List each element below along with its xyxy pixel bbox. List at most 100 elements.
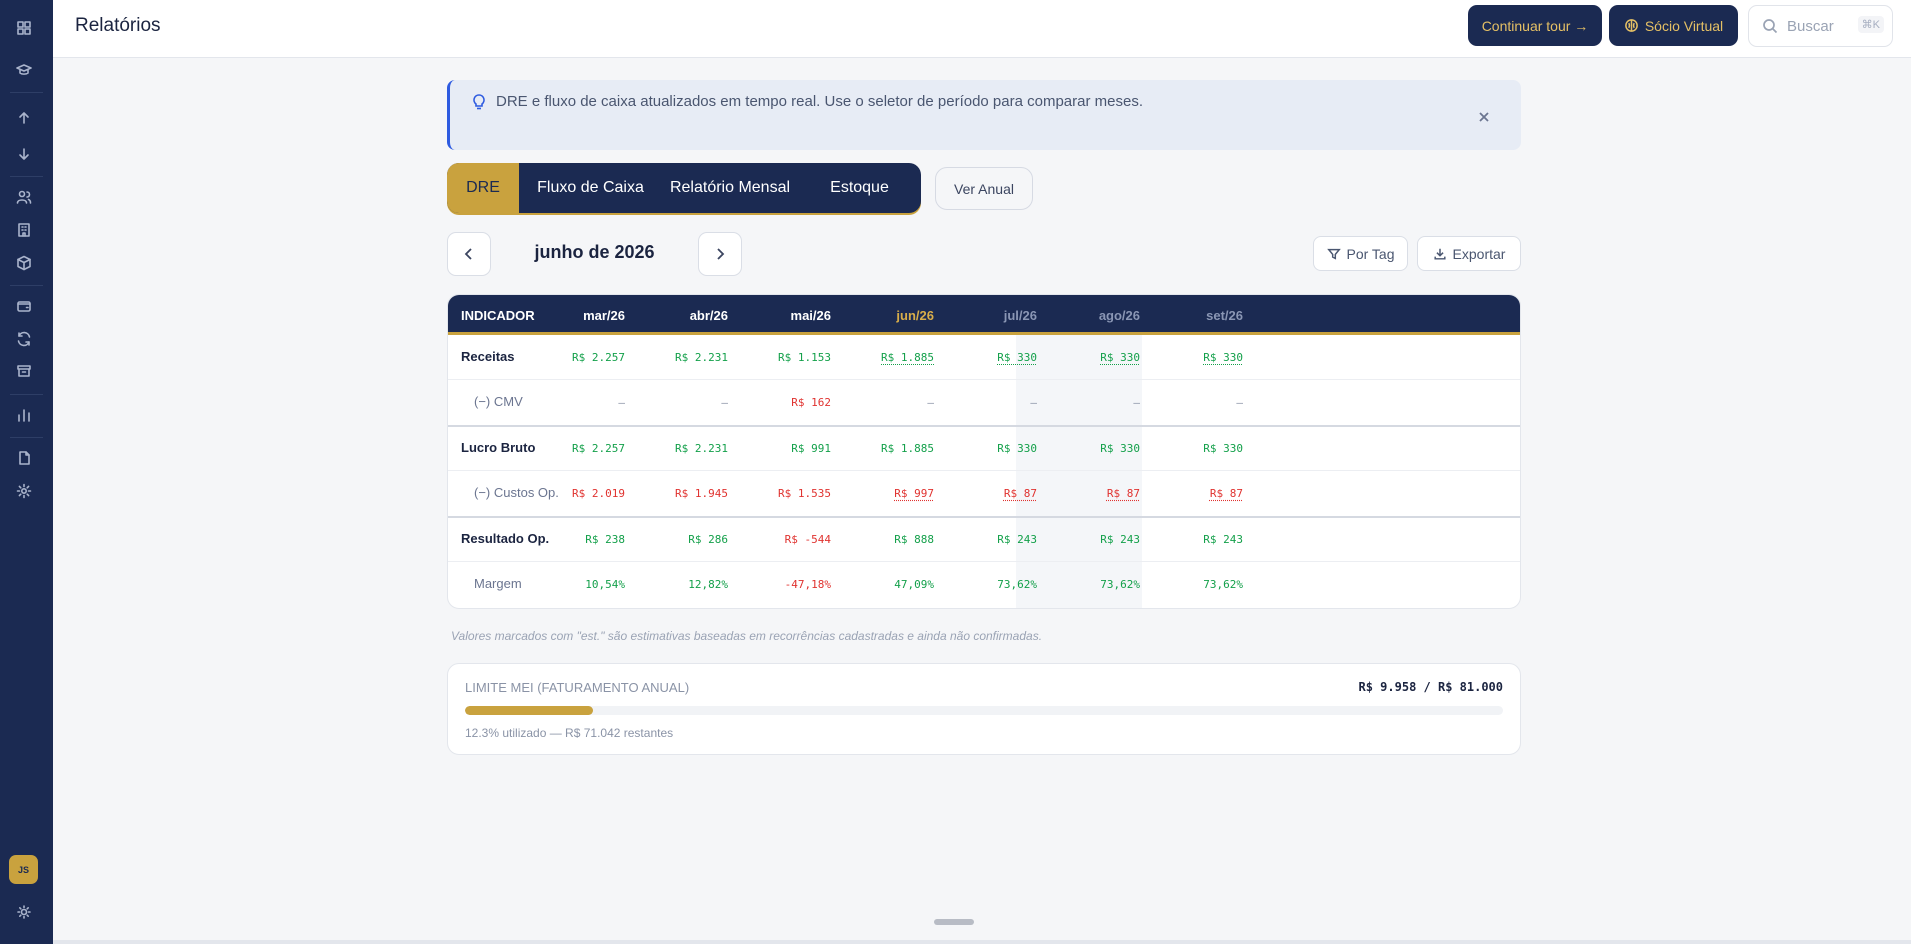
table-cell: R$ 330 bbox=[1100, 351, 1140, 364]
table-cell: R$ -544 bbox=[784, 533, 831, 546]
current-month-highlight bbox=[1016, 335, 1142, 608]
report-tabs: DRE Fluxo de Caixa Relatório Mensal Esto… bbox=[447, 163, 921, 213]
table-cell: R$ 2.257 bbox=[572, 442, 625, 455]
scroll-handle[interactable] bbox=[934, 919, 974, 925]
row-label: (−) Custos Op. bbox=[474, 485, 559, 500]
table-cell: -47,18% bbox=[784, 578, 831, 591]
column-header: abr/26 bbox=[689, 308, 728, 323]
info-banner: DRE e fluxo de caixa atualizados em temp… bbox=[447, 80, 1521, 150]
continue-tour-button[interactable]: Continuar tour → bbox=[1468, 5, 1602, 46]
refresh-icon[interactable] bbox=[15, 330, 33, 348]
table-cell: R$ 1.945 bbox=[675, 487, 728, 500]
close-icon[interactable] bbox=[1477, 110, 1491, 124]
previous-month-button[interactable] bbox=[447, 232, 491, 276]
table-cell: R$ 2.231 bbox=[675, 351, 728, 364]
table-cell: — bbox=[721, 396, 728, 409]
column-header: jun/26 bbox=[896, 308, 934, 323]
table-cell: R$ 1.885 bbox=[881, 442, 934, 455]
table-cell: 12,82% bbox=[688, 578, 728, 591]
mei-progress-track bbox=[465, 706, 1503, 715]
settings-icon[interactable] bbox=[15, 482, 33, 500]
table-cell: R$ 87 bbox=[1209, 487, 1243, 500]
page-title: Relatórios bbox=[75, 15, 161, 36]
top-header: Relatórios Continuar tour → Sócio Virtua… bbox=[53, 0, 1911, 58]
mei-limit-value: R$ 9.958 / R$ 81.000 bbox=[1358, 680, 1504, 694]
table-cell: R$ 243 bbox=[1203, 533, 1243, 546]
search-icon bbox=[1763, 19, 1778, 34]
table-cell: R$ 2.257 bbox=[572, 351, 625, 364]
bar-chart-icon[interactable] bbox=[15, 406, 33, 424]
table-cell: — bbox=[1030, 396, 1037, 409]
tab-fluxo-de-caixa[interactable]: Fluxo de Caixa bbox=[537, 179, 644, 196]
table-cell: R$ 87 bbox=[1106, 487, 1140, 500]
sun-icon[interactable] bbox=[15, 903, 33, 921]
horizontal-scrollbar[interactable] bbox=[53, 940, 1911, 944]
row-label: Receitas bbox=[461, 349, 515, 364]
row-label: Margem bbox=[474, 576, 522, 591]
next-month-button[interactable] bbox=[698, 232, 742, 276]
table-row: (−) Custos Op. R$ 2.019 R$ 1.945 R$ 1.535 R$… bbox=[448, 471, 1520, 516]
tab-estoque[interactable]: Estoque bbox=[830, 179, 889, 196]
row-divider bbox=[448, 425, 1520, 427]
row-label: Lucro Bruto bbox=[461, 440, 536, 455]
por-tag-button[interactable]: Por Tag bbox=[1313, 236, 1408, 271]
column-header: mar/26 bbox=[583, 308, 625, 323]
row-divider bbox=[448, 561, 1520, 562]
search-input[interactable]: Buscar ⌘K bbox=[1748, 5, 1893, 47]
sidebar: JS bbox=[0, 0, 53, 944]
table-cell: R$ 997 bbox=[894, 487, 934, 500]
table-cell: R$ 330 bbox=[997, 351, 1037, 364]
sidebar-divider bbox=[10, 285, 43, 286]
table-row: Resultado Op. R$ 238 R$ 286 R$ -544 R$ 888 R$… bbox=[448, 517, 1520, 562]
table-cell: 10,54% bbox=[585, 578, 625, 591]
period-label: junho de 2026 bbox=[534, 242, 655, 262]
mei-progress-fill bbox=[465, 706, 593, 715]
brain-icon bbox=[1624, 19, 1638, 32]
socio-virtual-label: Sócio Virtual bbox=[1644, 17, 1724, 34]
sidebar-divider bbox=[10, 92, 43, 93]
filter-icon bbox=[1326, 248, 1341, 260]
chevron-left-icon bbox=[464, 248, 472, 260]
table-cell: R$ 888 bbox=[894, 533, 934, 546]
tab-relatorio-mensal[interactable]: Relatório Mensal bbox=[669, 179, 791, 196]
ver-anual-button[interactable]: Ver Anual bbox=[935, 167, 1033, 210]
column-header-indicador: INDICADOR bbox=[461, 308, 535, 323]
table-cell: R$ 1.535 bbox=[778, 487, 831, 500]
socio-virtual-button[interactable]: Sócio Virtual bbox=[1609, 5, 1738, 46]
banner-text: DRE e fluxo de caixa atualizados em temp… bbox=[496, 93, 1143, 110]
tab-dre[interactable]: DRE bbox=[447, 163, 519, 213]
archive-icon[interactable] bbox=[15, 362, 33, 380]
users-icon[interactable] bbox=[15, 188, 33, 206]
building-icon[interactable] bbox=[15, 221, 33, 239]
row-divider bbox=[448, 516, 1520, 518]
mei-limit-subtitle: 12.3% utilizado — R$ 71.042 restantes bbox=[465, 726, 674, 740]
table-cell: R$ 243 bbox=[997, 533, 1037, 546]
file-icon[interactable] bbox=[15, 449, 33, 467]
table-cell: R$ 330 bbox=[1203, 442, 1243, 455]
table-cell: R$ 330 bbox=[1100, 442, 1140, 455]
graduation-icon[interactable] bbox=[15, 61, 33, 79]
box-icon[interactable] bbox=[15, 254, 33, 272]
wallet-icon[interactable] bbox=[15, 297, 33, 315]
arrow-down-icon[interactable] bbox=[15, 145, 33, 163]
column-header: mai/26 bbox=[790, 308, 831, 323]
mei-limit-card: LIMITE MEI (FATURAMENTO ANUAL) R$ 9.958 … bbox=[447, 663, 1521, 755]
dashboard-icon[interactable] bbox=[15, 19, 33, 37]
table-cell: 73,62% bbox=[997, 578, 1037, 591]
table-row: Margem 10,54% 12,82% -47,18% 47,09% 73,62% 73,… bbox=[448, 562, 1520, 607]
table-row: (−) CMV — — R$ 162 — — — — bbox=[448, 380, 1520, 425]
avatar[interactable]: JS bbox=[9, 855, 38, 884]
export-button[interactable]: Exportar bbox=[1417, 236, 1521, 271]
search-shortcut-badge: ⌘K bbox=[1857, 16, 1884, 33]
mei-limit-title: LIMITE MEI (FATURAMENTO ANUAL) bbox=[465, 680, 690, 695]
table-header: INDICADOR mar/26 abr/26 mai/26 jun/26 jul/26… bbox=[448, 295, 1520, 335]
export-label: Exportar bbox=[1452, 245, 1506, 262]
por-tag-label: Por Tag bbox=[1346, 245, 1395, 262]
arrow-up-icon[interactable] bbox=[15, 109, 33, 127]
table-row: Receitas R$ 2.257 R$ 2.231 R$ 1.153 R$ 1.885… bbox=[448, 335, 1520, 380]
row-divider bbox=[448, 470, 1520, 471]
table-cell: R$ 87 bbox=[1003, 487, 1037, 500]
dre-table: INDICADOR mar/26 abr/26 mai/26 jun/26 jul/26… bbox=[447, 294, 1521, 609]
table-cell: R$ 2.231 bbox=[675, 442, 728, 455]
table-cell: — bbox=[618, 396, 625, 409]
